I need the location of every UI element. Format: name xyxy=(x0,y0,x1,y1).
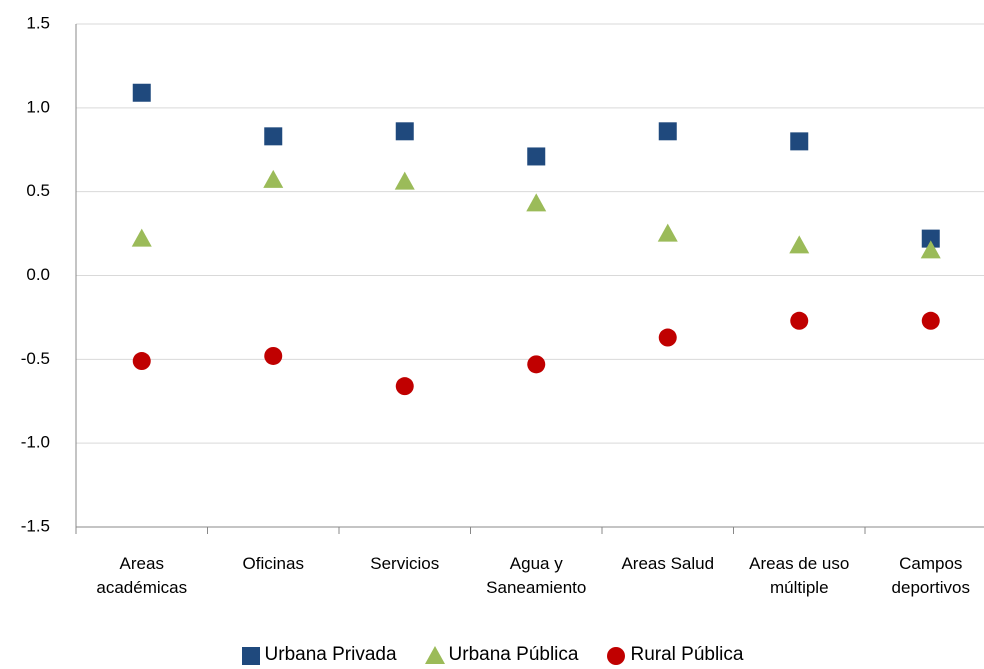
marker-square xyxy=(658,122,677,141)
marker-circle xyxy=(921,311,940,330)
y-tick-label: 0.0 xyxy=(26,265,50,284)
y-tick-label: 0.5 xyxy=(26,181,50,200)
marker-square xyxy=(921,229,940,248)
x-tick-label: Servicios xyxy=(370,554,440,573)
marker-square xyxy=(132,83,151,102)
x-tick-label: Oficinas xyxy=(242,554,304,573)
marker-circle xyxy=(132,352,151,371)
x-tick-label: Areas de uso múltiple xyxy=(749,554,850,597)
legend-label: Urbana Pública xyxy=(448,644,579,665)
marker-square xyxy=(241,646,260,665)
y-tick-label: -1.0 xyxy=(21,433,50,452)
marker-square xyxy=(395,122,414,141)
legend-icon xyxy=(607,646,626,665)
marker-circle xyxy=(607,646,626,665)
marker-circle xyxy=(790,311,809,330)
marker-circle xyxy=(527,355,546,374)
marker-square xyxy=(527,147,546,166)
legend-icon xyxy=(241,646,260,665)
x-tick-label: Campos deportivos xyxy=(891,554,970,597)
legend: Urbana Privada Urbana Pública Rural Públic… xyxy=(0,644,984,666)
legend-label: Rural Pública xyxy=(630,644,744,665)
marker-triangle xyxy=(131,228,152,247)
marker-triangle xyxy=(263,169,284,188)
legend-icon xyxy=(424,645,445,664)
marker-triangle xyxy=(657,223,678,242)
marker-square xyxy=(790,132,809,151)
marker-circle xyxy=(658,328,677,347)
y-tick-label: 1.0 xyxy=(26,97,50,116)
y-tick-label: -0.5 xyxy=(21,349,50,368)
marker-triangle xyxy=(424,645,445,664)
legend-item: Urbana Privada xyxy=(241,644,397,666)
marker-circle xyxy=(395,377,414,396)
legend-item: Urbana Pública xyxy=(424,644,579,666)
marker-square xyxy=(264,127,283,146)
legend-label: Urbana Privada xyxy=(264,644,397,665)
y-tick-label: -1.5 xyxy=(21,516,50,535)
marker-triangle xyxy=(789,235,810,254)
marker-circle xyxy=(264,346,283,365)
y-tick-label: 1.5 xyxy=(26,13,50,32)
legend-item: Rural Pública xyxy=(606,644,743,666)
x-tick-label: Areas académicas xyxy=(96,554,188,597)
marker-triangle xyxy=(394,171,415,190)
marker-triangle xyxy=(526,193,547,212)
x-tick-label: Agua y Saneamiento xyxy=(486,554,587,597)
x-tick-label: Areas Salud xyxy=(621,554,715,573)
marker-triangle xyxy=(920,240,941,259)
